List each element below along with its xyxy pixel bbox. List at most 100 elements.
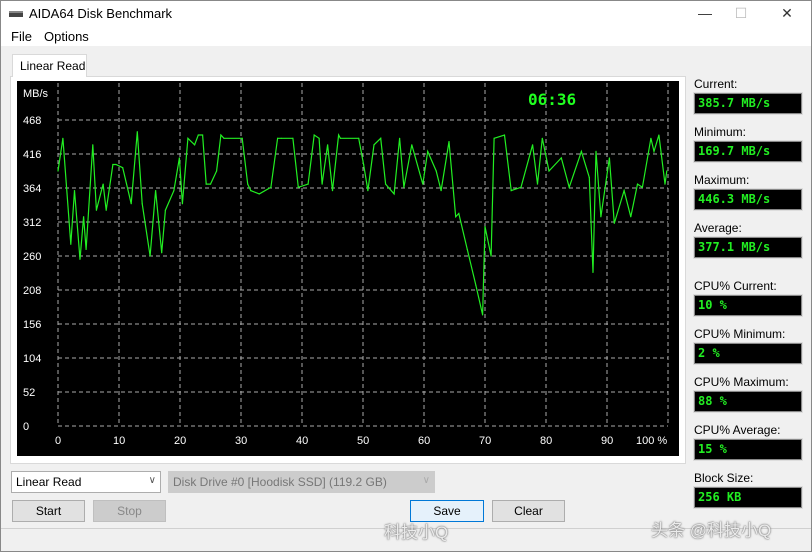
save-button[interactable]: Save xyxy=(410,500,484,522)
data-point xyxy=(466,248,468,251)
y-tick-label: 416 xyxy=(23,149,41,161)
data-point xyxy=(318,137,320,139)
y-tick-label: 312 xyxy=(23,217,41,229)
data-point xyxy=(490,255,492,257)
x-tick-label: 40 xyxy=(296,435,308,447)
data-point xyxy=(422,183,424,185)
data-point xyxy=(541,137,543,139)
chevron-down-icon: ∨ xyxy=(148,475,156,486)
x-tick-label: 90 xyxy=(601,435,613,447)
data-point xyxy=(613,222,615,224)
data-point xyxy=(548,170,550,172)
window-title: AIDA64 Disk Benchmark xyxy=(29,6,173,21)
stat-label: Maximum: xyxy=(694,173,750,187)
maximize-button[interactable]: ☐ xyxy=(734,5,748,21)
data-point xyxy=(580,150,582,152)
data-point xyxy=(327,144,329,146)
elapsed-time: 06:36 xyxy=(528,90,577,109)
data-point xyxy=(510,190,512,192)
y-tick-label: 156 xyxy=(23,319,41,331)
data-point xyxy=(85,248,87,251)
data-point xyxy=(205,183,207,185)
stat-value: 15 % xyxy=(693,438,803,461)
data-point xyxy=(484,225,486,228)
data-point xyxy=(83,216,85,218)
data-point xyxy=(313,134,315,136)
data-point xyxy=(560,157,562,159)
menu-file[interactable]: File xyxy=(11,29,32,44)
y-tick-label: 0 xyxy=(23,421,29,433)
data-point xyxy=(280,137,282,139)
data-point xyxy=(141,203,143,205)
data-point xyxy=(155,190,157,192)
data-point xyxy=(403,186,405,188)
data-point xyxy=(440,190,442,192)
drive-select: Disk Drive #0 [Hoodisk SSD] (119.2 GB) ∨ xyxy=(168,471,435,493)
tab-linear-read[interactable]: Linear Read xyxy=(12,54,87,77)
data-point xyxy=(130,203,132,205)
stat-label: Average: xyxy=(694,221,742,235)
minimize-button[interactable]: — xyxy=(698,5,712,21)
y-tick-label: 364 xyxy=(23,183,41,195)
data-point xyxy=(178,157,180,159)
data-point xyxy=(79,258,81,260)
close-button[interactable]: ✕ xyxy=(781,5,793,21)
data-point xyxy=(600,216,602,218)
data-point xyxy=(112,163,114,166)
data-point xyxy=(367,190,369,192)
data-point xyxy=(493,137,495,139)
x-tick-label: 80 xyxy=(540,435,552,447)
data-point xyxy=(630,216,632,218)
data-point xyxy=(373,144,375,146)
data-point xyxy=(161,252,163,254)
data-point xyxy=(458,212,460,215)
data-point xyxy=(258,193,260,195)
data-point xyxy=(588,176,590,179)
data-point xyxy=(194,144,196,146)
start-button[interactable]: Start xyxy=(12,500,85,522)
data-point xyxy=(223,137,225,139)
stop-button: Stop xyxy=(93,500,166,522)
chevron-down-icon: ∨ xyxy=(422,475,430,486)
data-point xyxy=(641,186,643,188)
data-point xyxy=(592,271,594,273)
stat-label: Current: xyxy=(694,77,738,91)
stat-label: CPU% Minimum: xyxy=(694,327,786,341)
data-point xyxy=(92,144,94,146)
data-point xyxy=(363,163,365,166)
data-point xyxy=(531,144,534,146)
data-point xyxy=(122,167,124,169)
data-point xyxy=(201,134,204,136)
x-tick-label: 10 xyxy=(113,435,125,447)
watermark-weibo: 科技小Q xyxy=(384,523,449,542)
data-point xyxy=(181,203,184,205)
clear-button[interactable]: Clear xyxy=(492,500,565,522)
stat-label: CPU% Current: xyxy=(694,279,777,293)
test-mode-select[interactable]: Linear Read ∨ xyxy=(11,471,161,493)
data-point xyxy=(636,183,639,185)
data-point xyxy=(481,314,484,316)
stat-label: Block Size: xyxy=(694,471,754,485)
data-point xyxy=(520,186,522,188)
data-point xyxy=(331,190,334,192)
data-point xyxy=(173,190,175,192)
data-point xyxy=(595,150,597,152)
data-point xyxy=(321,183,323,185)
y-tick-label: 52 xyxy=(23,387,35,399)
menu-options[interactable]: Options xyxy=(44,29,89,44)
title-bar: AIDA64 Disk Benchmark — ☐ ✕ xyxy=(1,1,811,27)
data-point xyxy=(149,255,151,257)
y-tick-label: 468 xyxy=(23,115,41,127)
data-point xyxy=(105,209,107,211)
data-point xyxy=(384,183,387,185)
data-point xyxy=(608,157,611,159)
data-point xyxy=(448,140,450,143)
data-point xyxy=(62,137,64,139)
data-point xyxy=(57,170,59,172)
data-point xyxy=(164,209,166,211)
data-point xyxy=(393,193,395,195)
benchmark-chart: MB/s 0 52 104 156 208 260 312 364 416 468 0 10 20 30 40… xyxy=(17,81,679,456)
x-tick-label: 50 xyxy=(357,435,369,447)
menu-bar: File Options xyxy=(1,27,811,46)
stat-label: CPU% Maximum: xyxy=(694,375,789,389)
